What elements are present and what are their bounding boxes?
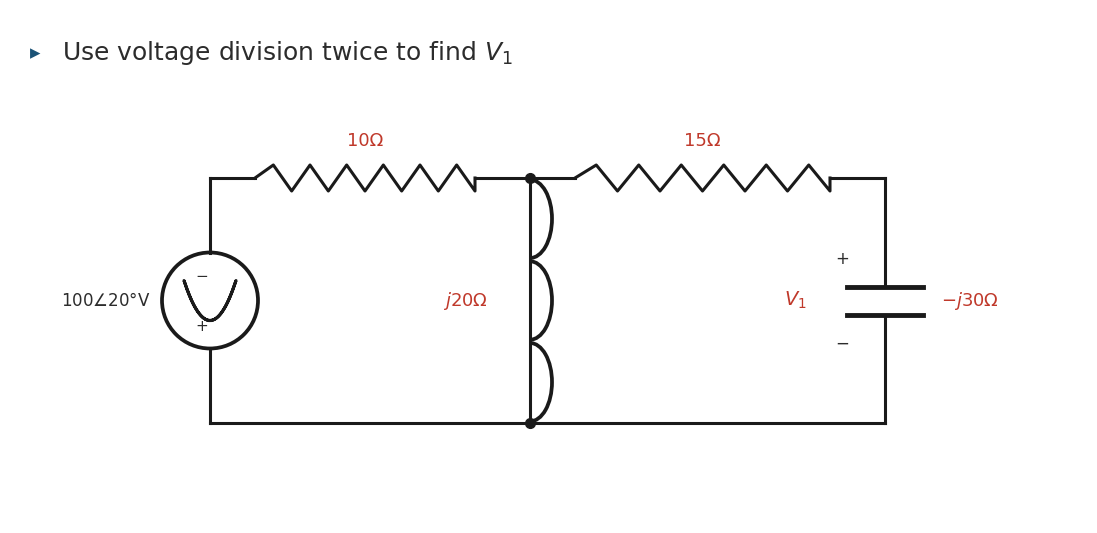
Text: $+$: $+$ bbox=[835, 249, 849, 268]
Text: $-$: $-$ bbox=[835, 334, 849, 351]
Text: Use voltage division twice to find $V_1$: Use voltage division twice to find $V_1$ bbox=[63, 39, 513, 67]
Text: 10Ω: 10Ω bbox=[347, 132, 383, 150]
Text: $j20\Omega$: $j20\Omega$ bbox=[443, 289, 488, 311]
Text: $V_1$: $V_1$ bbox=[783, 290, 806, 311]
Text: 100$\angle$20°V: 100$\angle$20°V bbox=[60, 292, 150, 310]
Text: $+$: $+$ bbox=[195, 319, 208, 334]
Text: $-j30\Omega$: $-j30\Omega$ bbox=[941, 289, 999, 311]
Text: $-$: $-$ bbox=[195, 266, 208, 281]
Text: ▸: ▸ bbox=[30, 43, 41, 63]
Text: 15Ω: 15Ω bbox=[685, 132, 721, 150]
